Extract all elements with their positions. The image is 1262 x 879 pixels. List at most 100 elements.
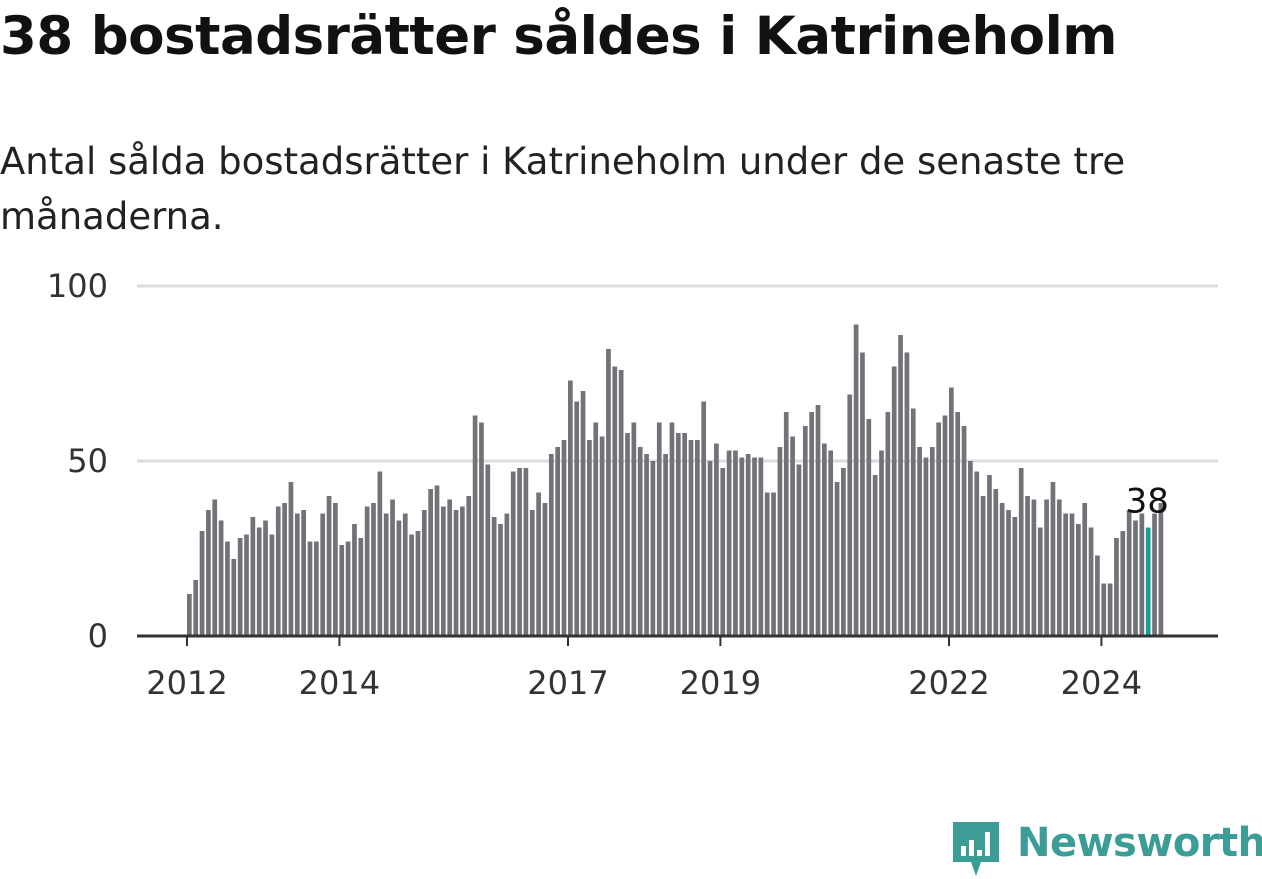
bar xyxy=(942,415,948,636)
bar xyxy=(1063,513,1068,636)
bar xyxy=(1012,517,1018,636)
bar xyxy=(288,482,294,636)
bar xyxy=(485,464,491,636)
bar xyxy=(345,541,351,636)
bar xyxy=(568,380,573,636)
bar xyxy=(669,422,675,636)
bar xyxy=(1088,527,1094,636)
bar xyxy=(872,475,878,636)
y-axis-ticks: 0 50 100 xyxy=(47,267,108,655)
bar xyxy=(1120,531,1126,636)
bars xyxy=(187,324,1164,636)
bar xyxy=(218,520,224,636)
bar xyxy=(1082,503,1088,636)
bar xyxy=(802,426,808,636)
bar xyxy=(396,520,402,636)
bar xyxy=(847,394,853,636)
bar xyxy=(1069,513,1075,636)
bar xyxy=(783,412,789,636)
bar xyxy=(574,401,580,636)
bar xyxy=(739,457,745,636)
bar xyxy=(580,391,586,636)
bar xyxy=(434,485,440,636)
bar xyxy=(358,538,364,636)
bar xyxy=(441,506,446,636)
bar xyxy=(333,503,338,636)
bar xyxy=(460,506,465,636)
bar xyxy=(910,408,916,636)
bar xyxy=(764,492,770,636)
bar xyxy=(504,513,510,636)
bar xyxy=(402,513,408,636)
bar xyxy=(974,471,980,636)
bar xyxy=(1126,510,1132,636)
bar xyxy=(269,534,275,636)
bar xyxy=(1139,513,1145,636)
x-tick-label: 2017 xyxy=(527,664,608,702)
bar xyxy=(809,412,814,636)
bar xyxy=(885,412,891,636)
bar xyxy=(244,534,249,636)
bar xyxy=(1076,524,1081,636)
chart-title: 38 bostadsrätter såldes i Katrineholm xyxy=(0,6,1117,67)
bar xyxy=(663,454,668,636)
bar xyxy=(1056,499,1062,636)
bar xyxy=(999,503,1005,636)
y-tick-label: 100 xyxy=(47,267,108,305)
bar xyxy=(536,492,541,636)
bar xyxy=(371,503,376,636)
bar xyxy=(777,447,783,636)
bar xyxy=(682,433,687,636)
bar xyxy=(409,534,414,636)
bar xyxy=(517,468,522,636)
bar xyxy=(1152,513,1157,636)
bar xyxy=(555,447,560,636)
bar xyxy=(1114,538,1119,636)
bar xyxy=(301,510,306,636)
bar xyxy=(758,457,764,636)
bar xyxy=(879,450,884,636)
bar xyxy=(771,492,776,636)
newsworthy-bar-chart-icon xyxy=(953,822,999,876)
bar xyxy=(472,415,478,636)
bar xyxy=(644,454,649,636)
bar xyxy=(548,454,554,636)
bar xyxy=(542,503,548,636)
bar xyxy=(860,352,865,636)
x-axis-ticks: 2012 2014 2017 2019 2022 2024 xyxy=(146,636,1142,702)
x-tick-label: 2012 xyxy=(146,664,227,702)
bar xyxy=(917,447,922,636)
bar xyxy=(898,335,903,636)
x-tick-label: 2024 xyxy=(1061,664,1142,702)
bar xyxy=(815,405,821,636)
bar xyxy=(587,440,592,636)
bar xyxy=(307,541,313,636)
bar xyxy=(561,440,567,636)
bar xyxy=(1095,555,1100,636)
bar xyxy=(987,475,992,636)
bar xyxy=(866,419,872,636)
bar xyxy=(993,489,999,636)
bar xyxy=(929,447,935,636)
bar xyxy=(206,510,211,636)
bar xyxy=(593,422,599,636)
bar xyxy=(428,489,433,636)
chart-subtitle: Antal sålda bostadsrätter i Katrineholm … xyxy=(0,140,1126,238)
bar xyxy=(237,538,243,636)
bar xyxy=(752,457,757,636)
bar xyxy=(720,468,726,636)
bar xyxy=(656,422,662,636)
bar xyxy=(745,454,751,636)
bar xyxy=(415,531,421,636)
bar xyxy=(320,513,326,636)
bar xyxy=(796,464,802,636)
bar xyxy=(263,520,268,636)
bar xyxy=(822,443,827,636)
bar xyxy=(294,513,300,636)
bar xyxy=(282,503,287,636)
bar xyxy=(421,510,427,636)
bar xyxy=(466,496,472,636)
bar xyxy=(250,517,256,636)
bar xyxy=(853,324,859,636)
